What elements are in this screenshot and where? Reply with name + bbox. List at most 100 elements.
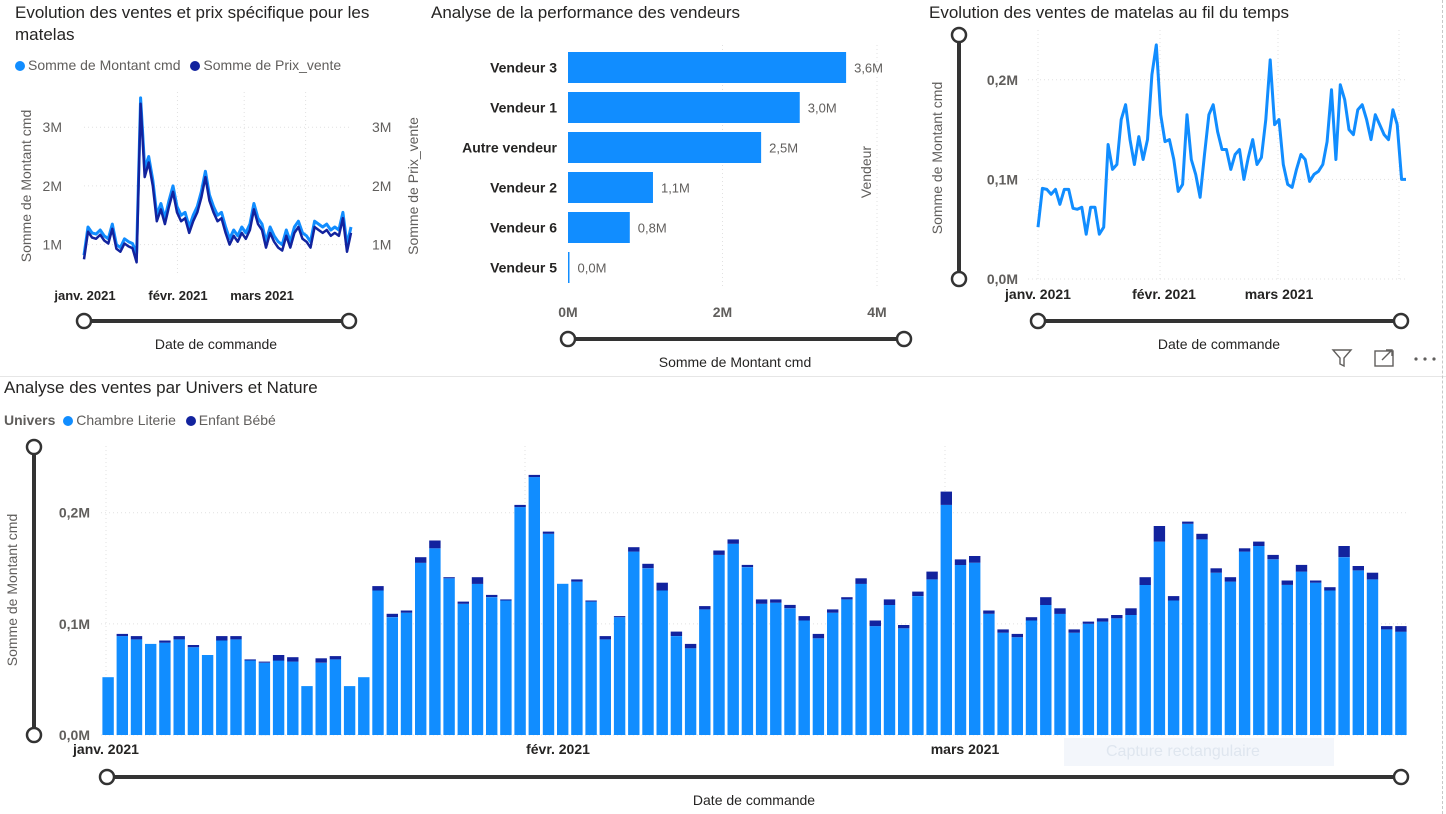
bar-chambre-literie: [1324, 590, 1336, 735]
bar-enfant-bebe: [642, 563, 654, 569]
category-label: Vendeur 2: [490, 180, 557, 196]
visual-title: Analyse des ventes par Univers et Nature: [4, 378, 318, 397]
y-tick-label: 0,2M: [59, 505, 90, 521]
bar-chambre-literie: [130, 639, 143, 735]
bar: [568, 212, 630, 243]
bar-chambre-literie: [798, 620, 810, 735]
bar-enfant-bebe: [159, 640, 171, 643]
bar-enfant-bebe: [415, 557, 427, 563]
x-tick-label: janv. 2021: [72, 741, 139, 757]
bar-enfant-bebe: [571, 579, 583, 582]
bar-chambre-literie: [684, 648, 697, 735]
bar-chambre-literie: [628, 551, 640, 735]
bar-enfant-bebe: [514, 504, 526, 508]
bar-chambre-literie: [187, 647, 200, 735]
bar-chambre-literie: [457, 603, 469, 735]
category-label: Vendeur 3: [490, 60, 557, 76]
univers-nature-visual[interactable]: Analyse des ventes par Univers et Nature…: [0, 376, 1440, 814]
bar-chambre-literie: [1082, 623, 1095, 735]
legend-item[interactable]: Somme de Montant cmd: [15, 57, 181, 73]
x-range-slider-handle-start[interactable]: [1029, 312, 1047, 330]
x-range-slider-handle-start[interactable]: [75, 312, 93, 330]
bar-chambre-literie: [1139, 584, 1151, 735]
x-tick-label: mars 2021: [1245, 286, 1314, 302]
x-tick-label: févr. 2021: [526, 741, 590, 757]
bar-enfant-bebe: [1068, 629, 1080, 633]
focus-mode-icon[interactable]: [1372, 346, 1396, 375]
matelas-line-chart: 0,0M 0,1M 0,2M janv. 2021 févr. 2021 mars 202…: [929, 26, 1410, 352]
bar-enfant-bebe: [386, 613, 398, 618]
data-label: 3,6M: [854, 61, 883, 76]
bar-enfant-bebe: [272, 655, 285, 661]
bar-enfant-bebe: [755, 599, 768, 604]
bar-enfant-bebe: [613, 616, 626, 618]
x-axis-label: Date de commande: [155, 336, 277, 352]
bar-chambre-literie: [1267, 559, 1279, 735]
bar-chambre-literie: [642, 568, 654, 735]
y-range-slider-handle-end[interactable]: [25, 726, 43, 744]
y-axis-label: Somme de Montant cmd: [4, 514, 20, 667]
bar-enfant-bebe: [656, 582, 668, 591]
bar-enfant-bebe: [599, 636, 611, 640]
bar-enfant-bebe: [1366, 572, 1379, 580]
x-range-slider-handle-end[interactable]: [1392, 768, 1410, 786]
bar-enfant-bebe: [1253, 541, 1265, 546]
x-range-slider-handle-start[interactable]: [559, 330, 577, 348]
bar-chambre-literie: [173, 639, 185, 735]
bar-enfant-bebe: [244, 659, 256, 661]
bar-enfant-bebe: [372, 586, 384, 591]
bar-enfant-bebe: [1096, 618, 1109, 622]
bar: [568, 132, 762, 163]
bar-chambre-literie: [1054, 613, 1066, 735]
filter-icon[interactable]: [1330, 346, 1354, 375]
bar-enfant-bebe: [1381, 626, 1393, 630]
bar-enfant-bebe: [130, 636, 143, 640]
bar-chambre-literie: [585, 601, 597, 735]
x-range-slider-handle-end[interactable]: [340, 312, 358, 330]
bar-chambre-literie: [997, 632, 1009, 735]
x-tick-label: mars 2021: [931, 741, 1000, 757]
bar-enfant-bebe: [443, 577, 455, 579]
y-range-slider-handle-start[interactable]: [950, 26, 968, 44]
bar-enfant-bebe: [997, 629, 1009, 633]
legend-item[interactable]: Somme de Prix_vente: [190, 57, 341, 73]
bar-chambre-literie: [400, 612, 413, 735]
x-range-slider-handle-start[interactable]: [98, 768, 116, 786]
series-line-prix: [82, 102, 353, 264]
bar-chambre-literie: [869, 626, 881, 735]
bar-chambre-literie: [983, 613, 995, 735]
bar-enfant-bebe: [727, 539, 739, 544]
bar-enfant-bebe: [187, 645, 200, 648]
x-tick-label: févr. 2021: [1132, 286, 1196, 302]
bar-chambre-literie: [528, 477, 540, 735]
bar-chambre-literie: [301, 686, 313, 735]
more-options-icon[interactable]: [1412, 346, 1438, 375]
data-label: 0,8M: [638, 221, 667, 236]
bar-chambre-literie: [258, 662, 271, 736]
x-range-slider-handle-end[interactable]: [1392, 312, 1410, 330]
bar-chambre-literie: [500, 600, 512, 735]
bar-chambre-literie: [542, 533, 555, 735]
bar-enfant-bebe: [1182, 521, 1194, 524]
vendor-performance-visual[interactable]: Analyse de la performance des vendeurs 0…: [425, 0, 925, 375]
legend-item[interactable]: Chambre Literie: [63, 412, 176, 428]
bar-enfant-bebe: [429, 540, 441, 549]
bar-enfant-bebe: [1139, 577, 1151, 585]
bar-enfant-bebe: [628, 547, 640, 552]
section-divider: [0, 376, 1446, 377]
sales-price-visual[interactable]: Evolution des ventes et prix spécifique …: [0, 0, 425, 370]
legend-item[interactable]: Enfant Bébé: [185, 412, 276, 428]
screen-capture-tooltip: Capture rectangulaire: [1064, 738, 1334, 766]
bar-chambre-literie: [557, 583, 569, 735]
y-axis-label: Somme de Montant cmd: [18, 110, 34, 263]
bar-chambre-literie: [1125, 615, 1137, 735]
bar-enfant-bebe: [699, 606, 711, 610]
bar-chambre-literie: [386, 617, 398, 735]
x-range-slider-handle-end[interactable]: [895, 330, 913, 348]
y-tick-label: 0,1M: [59, 616, 90, 632]
y-range-slider-handle-end[interactable]: [950, 270, 968, 288]
bar-chambre-literie: [969, 562, 981, 735]
y-range-slider-handle-start[interactable]: [25, 438, 43, 456]
bar-chambre-literie: [1011, 637, 1023, 735]
matelas-sales-visual[interactable]: Evolution des ventes de matelas au fil d…: [925, 0, 1442, 375]
